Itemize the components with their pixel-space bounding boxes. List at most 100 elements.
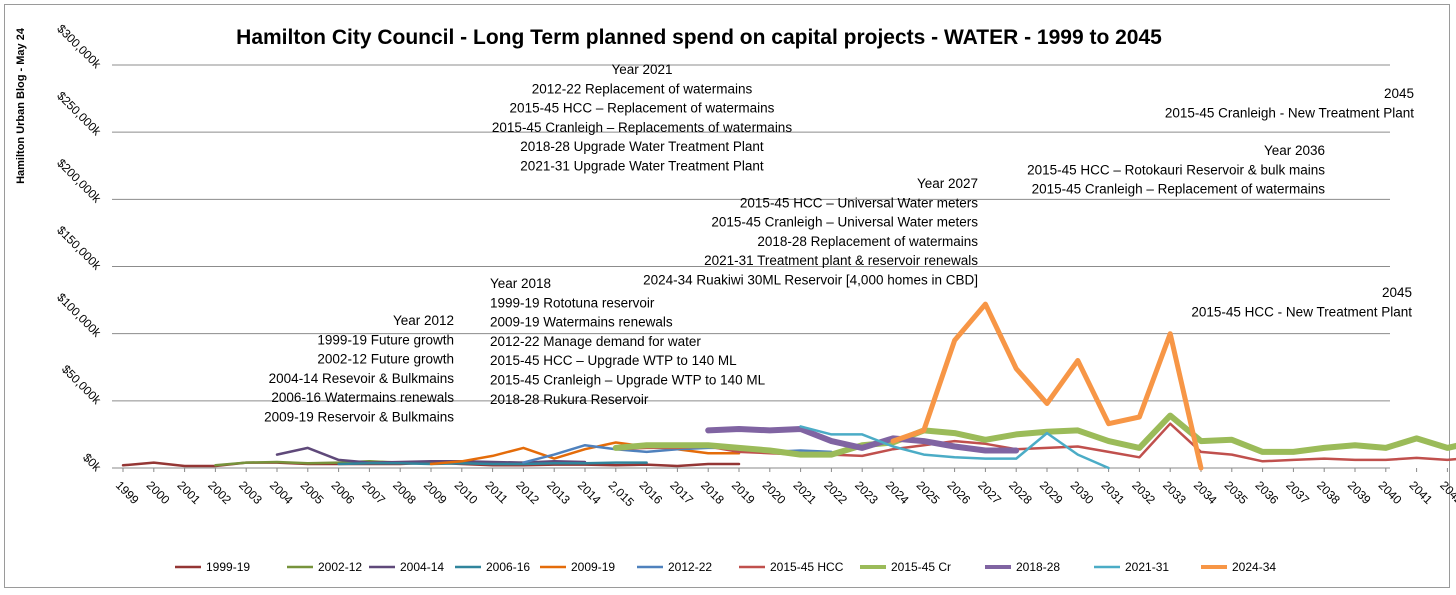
legend-item: 2004-14 — [369, 560, 444, 574]
annotation-line: 2015-45 HCC – Universal Water meters — [740, 195, 978, 210]
annotation-line: 2045 — [1384, 86, 1414, 101]
x-tick-label: 2028 — [1006, 478, 1035, 507]
legend-label: 2009-19 — [571, 560, 615, 574]
annotation-line: 2015-45 HCC – Upgrade WTP to 140 ML — [490, 353, 737, 368]
legend-item: 2009-19 — [540, 560, 615, 574]
annotation-line: 2012-22 Replacement of watermains — [532, 81, 753, 96]
legend-label: 2004-14 — [400, 560, 444, 574]
annotation-line: Year 2036 — [1264, 143, 1325, 158]
annotation-line: 2018-28 Upgrade Water Treatment Plant — [520, 139, 764, 154]
x-tick-label: 2014 — [575, 478, 604, 507]
annotation-line: 2015-45 Cranleigh - New Treatment Plant — [1165, 105, 1414, 120]
y-ticks: $0k $50,000k $100,000k $150,000k $200,000k $2… — [54, 22, 104, 475]
annotation-line: 2009-19 Watermains renewals — [490, 315, 673, 330]
legend-item: 2018-28 — [985, 560, 1060, 574]
x-tick-label: 2039 — [1345, 478, 1374, 507]
annotation-line: 2002-12 Future growth — [317, 352, 454, 367]
x-tick-label: 2034 — [1191, 478, 1220, 507]
x-tick-label: 2026 — [944, 478, 973, 507]
annotation-year2027: Year 2027 2015-45 HCC – Universal Water m… — [643, 176, 978, 288]
x-tick-label: 2033 — [1160, 478, 1189, 507]
annotations: Year 2021 2012-22 Replacement of watermai… — [264, 62, 1414, 425]
annotation-line: Year 2018 — [490, 276, 551, 291]
x-tick-label: 2,015 — [606, 478, 637, 509]
x-ticks: 1999 2000 2001 2002 2003 2004 2005 2006 2007 2008… — [113, 468, 1456, 510]
series-line — [612, 412, 1456, 458]
annotation-year2036: Year 2036 2015-45 HCC – Rotokauri Reservo… — [1027, 143, 1325, 197]
legend-label: 2006-16 — [486, 560, 530, 574]
annotation-line: 2015-45 Cranleigh – Replacements of wate… — [492, 120, 792, 135]
x-tick-label: 2008 — [390, 478, 419, 507]
legend-item: 2006-16 — [455, 560, 530, 574]
annotation-year2045hcc: 2045 2015-45 HCC - New Treatment Plant — [1191, 285, 1412, 319]
x-tick-label: 2041 — [1406, 478, 1435, 507]
series-line — [705, 426, 1020, 454]
legend-label: 2012-22 — [668, 560, 712, 574]
series-line — [337, 461, 648, 466]
annotation-line: 2021-31 Treatment plant & reservoir rene… — [704, 253, 978, 268]
annotation-line: 2015-45 HCC – Rotokauri Reservoir & bulk… — [1027, 162, 1325, 177]
x-tick-label: 2036 — [1252, 478, 1281, 507]
annotation-line: 2004-14 Resevoir & Bulkmains — [269, 371, 455, 386]
x-tick-label: 2006 — [328, 478, 357, 507]
x-tick-label: 2009 — [421, 478, 450, 507]
annotation-line: 2015-45 Cranleigh – Universal Water mete… — [711, 215, 978, 230]
annotation-line: Year 2027 — [917, 176, 978, 191]
x-tick-label: 2019 — [729, 478, 758, 507]
x-tick-label: 2038 — [1314, 478, 1343, 507]
x-tick-label: 2017 — [667, 478, 696, 507]
legend-label: 2015-45 Cr — [891, 560, 951, 574]
x-tick-label: 2042 — [1437, 478, 1456, 507]
x-tick-label: 2040 — [1376, 478, 1405, 507]
legend-item: 2024-34 — [1201, 560, 1276, 574]
x-tick-label: 2000 — [144, 478, 173, 507]
annotation-line: 2015-45 Cranleigh – Upgrade WTP to 140 M… — [490, 373, 766, 388]
legend-item: 1999-19 — [175, 560, 250, 574]
x-tick-label: 2035 — [1222, 478, 1251, 507]
x-tick-label: 2016 — [636, 478, 665, 507]
x-tick-label: 2022 — [821, 478, 850, 507]
annotation-year2021: Year 2021 2012-22 Replacement of watermai… — [492, 62, 792, 174]
x-tick-label: 2029 — [1037, 478, 1066, 507]
x-tick-label: 2024 — [883, 478, 912, 507]
x-tick-label: 1999 — [113, 478, 142, 507]
y-tick-label: $150,000k — [54, 223, 104, 273]
legend-item: 2021-31 — [1094, 560, 1169, 574]
legend-label: 2015-45 HCC — [770, 560, 844, 574]
x-tick-label: 2018 — [698, 478, 727, 507]
x-tick-label: 2007 — [359, 478, 388, 507]
x-tick-label: 2003 — [236, 478, 265, 507]
x-tick-label: 2023 — [852, 478, 881, 507]
legend: 1999-19 2002-12 2004-14 2006-16 2009-19 2012-… — [175, 560, 1276, 574]
x-tick-label: 2010 — [452, 478, 481, 507]
side-label: Hamilton Urban Blog - May 24 — [15, 27, 27, 184]
annotation-line: 2018-28 Replacement of watermains — [757, 234, 978, 249]
y-tick-label: $0k — [80, 451, 104, 475]
x-tick-label: 2011 — [482, 478, 510, 506]
annotation-line: Year 2021 — [611, 62, 672, 77]
y-tick-label: $50,000k — [59, 362, 105, 408]
x-tick-label: 2025 — [914, 478, 943, 507]
y-tick-label: $300,000k — [54, 22, 104, 72]
annotation-line: 2006-16 Watermains renewals — [271, 390, 454, 405]
x-tick-label: 2032 — [1129, 478, 1158, 507]
x-tick-label: 2002 — [205, 478, 234, 507]
x-tick-label: 2012 — [513, 478, 542, 507]
annotation-year2018: Year 2018 1999-19 Rototuna reservoir 2009-… — [490, 276, 766, 407]
x-tick-label: 2030 — [1068, 478, 1097, 507]
series-line — [429, 441, 741, 466]
legend-item: 2015-45 HCC — [739, 560, 844, 574]
x-tick-label: 2004 — [267, 478, 296, 507]
annotation-year2045cr: 2045 2015-45 Cranleigh - New Treatment Pl… — [1165, 86, 1414, 120]
legend-item: 2012-22 — [637, 560, 712, 574]
x-tick-label: 2031 — [1098, 478, 1127, 507]
x-tick-label: 2005 — [298, 478, 327, 507]
x-tick-label: 2027 — [975, 478, 1004, 507]
annotation-line: Year 2012 — [393, 313, 454, 328]
legend-label: 1999-19 — [206, 560, 250, 574]
series-line — [799, 425, 1110, 470]
x-tick-label: 2020 — [760, 478, 789, 507]
legend-label: 2021-31 — [1125, 560, 1169, 574]
annotation-line: 2015-45 HCC - New Treatment Plant — [1191, 304, 1412, 319]
